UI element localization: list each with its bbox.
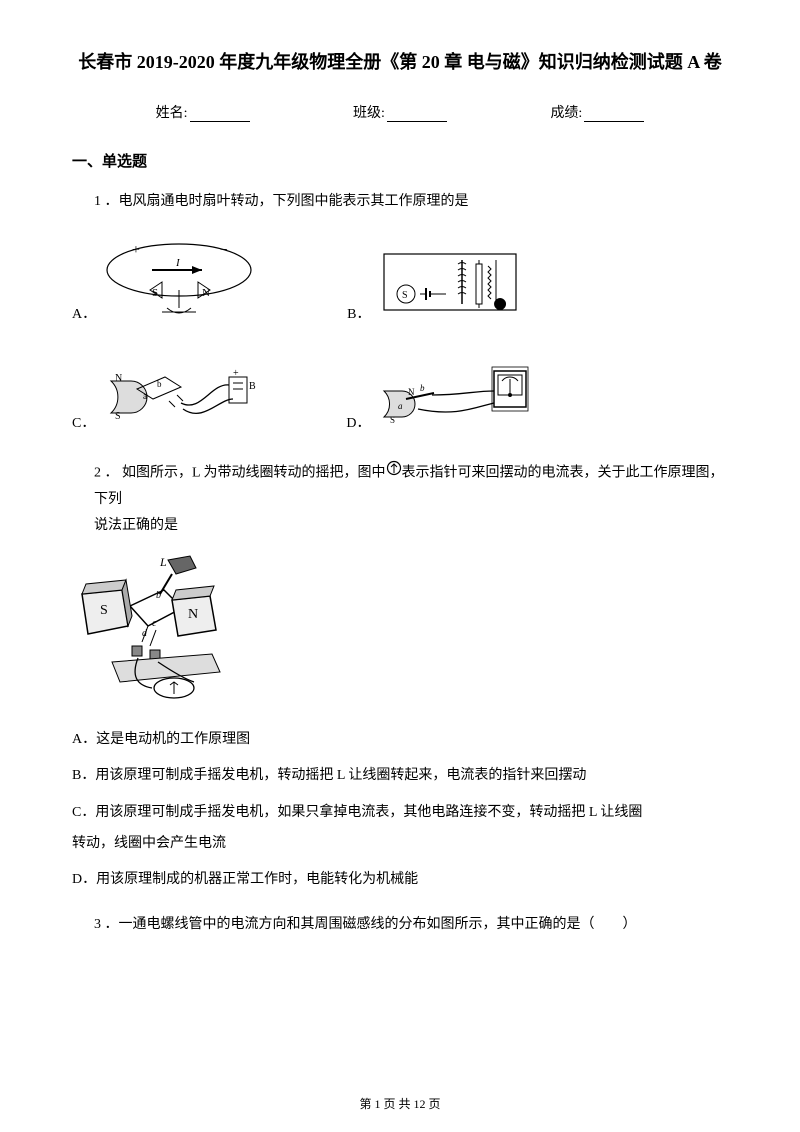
q2-line2: 说法正确的是 — [94, 518, 178, 533]
q1: 1 ．电风扇通电时扇叶转动，下列图中能表示其工作原理的是 — [94, 189, 728, 216]
svg-text:S: S — [152, 287, 158, 299]
q1-opt-c-letter: C． — [72, 412, 95, 436]
q2-option-c-line2: 转动，线圈中会产生电流 — [72, 831, 728, 858]
svg-text:a: a — [398, 401, 403, 411]
q1-options-row1: A． + − I S N B — [72, 230, 728, 327]
q1-diagram-d: N S b a — [376, 351, 536, 436]
svg-text:+: + — [233, 368, 239, 379]
q1-text: 电风扇通电时扇叶转动，下列图中能表示其工作原理的是 — [119, 194, 469, 209]
q1-option-a: A． + − I S N — [72, 230, 257, 327]
svg-text:S: S — [115, 411, 121, 422]
class-blank — [387, 108, 447, 122]
svg-text:b: b — [156, 590, 161, 601]
svg-text:N: N — [408, 387, 415, 397]
svg-text:L: L — [159, 555, 167, 569]
q2-prefix: 如图所示，L 为带动线圈转动的摇把，图中 — [119, 465, 386, 480]
svg-text:N: N — [115, 373, 122, 384]
q2-option-c-line1: C．用该原理可制成手摇发电机，如果只拿掉电流表，其他电路连接不变，转动摇把 L … — [72, 800, 728, 827]
svg-text:b: b — [157, 379, 162, 389]
q1-diagram-a: + − I S N — [102, 230, 257, 327]
q1-option-b: B． S — [347, 244, 526, 327]
svg-text:c: c — [152, 618, 157, 629]
q3-num: 3 ． — [94, 917, 119, 932]
page-title: 长春市 2019-2020 年度九年级物理全册《第 20 章 电与磁》知识归纳检… — [72, 48, 728, 74]
svg-text:+: + — [132, 243, 140, 258]
svg-text:−: − — [220, 243, 228, 258]
q2-option-d: D．用该原理制成的机器正常工作时，电能转化为机械能 — [72, 867, 728, 894]
name-label: 姓名: — [156, 106, 188, 121]
q1-diagram-c: N S b a + B — [101, 353, 256, 436]
q3: 3 ．一通电螺线管中的电流方向和其周围磁感线的分布如图所示，其中正确的是（ ） — [94, 912, 728, 939]
q3-text: 一通电螺线管中的电流方向和其周围磁感线的分布如图所示，其中正确的是（ ） — [119, 917, 637, 932]
q2-option-b: B．用该原理可制成手摇发电机，转动摇把 L 让线圈转起来，电流表的指针来回摆动 — [72, 763, 728, 790]
q1-option-d: D． N S b a — [346, 351, 536, 436]
page-footer: 第 1 页 共 12 页 — [0, 1095, 800, 1112]
q1-options-row2: C． N S b a + — [72, 351, 728, 436]
q1-option-c: C． N S b a + — [72, 353, 256, 436]
section-1-heading: 一、单选题 — [72, 150, 728, 171]
q1-opt-d-letter: D． — [346, 412, 370, 436]
q1-opt-b-letter: B． — [347, 303, 370, 327]
student-info-line: 姓名: 班级: 成绩: — [72, 102, 728, 122]
q1-diagram-b: S — [376, 244, 526, 327]
svg-text:I: I — [175, 257, 181, 269]
svg-text:a: a — [143, 391, 147, 401]
q1-opt-a-letter: A． — [72, 303, 96, 327]
q2-num: 2 ． — [94, 465, 119, 480]
class-label: 班级: — [353, 106, 385, 121]
q1-num: 1 ． — [94, 194, 119, 209]
svg-text:b: b — [420, 383, 425, 393]
svg-text:S: S — [100, 603, 108, 618]
q2: 2 ． 如图所示，L 为带动线圈转动的摇把，图中表示指针可来回摆动的电流表，关于… — [94, 460, 728, 540]
q2-ammeter-icon — [386, 460, 402, 487]
svg-text:B: B — [249, 381, 256, 392]
name-blank — [190, 108, 250, 122]
q2-option-a: A．这是电动机的工作原理图 — [72, 727, 728, 754]
score-blank — [584, 108, 644, 122]
svg-text:N: N — [202, 287, 210, 299]
svg-text:S: S — [390, 415, 395, 425]
svg-text:S: S — [402, 290, 408, 301]
score-label: 成绩: — [550, 106, 582, 121]
q2-diagram: L b a c d S N — [72, 554, 728, 709]
svg-text:N: N — [188, 607, 198, 622]
